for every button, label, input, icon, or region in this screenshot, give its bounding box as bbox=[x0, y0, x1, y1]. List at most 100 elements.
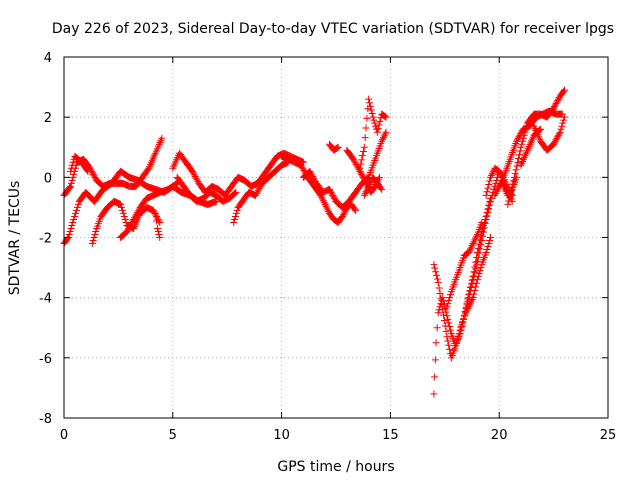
data-point bbox=[69, 173, 77, 181]
data-point bbox=[467, 280, 475, 288]
data-point bbox=[369, 113, 377, 121]
data-point bbox=[472, 265, 480, 273]
data-point bbox=[380, 132, 388, 140]
series-track16 bbox=[430, 167, 521, 398]
data-point bbox=[506, 190, 514, 198]
data-point bbox=[435, 284, 443, 292]
data-point bbox=[510, 173, 518, 181]
data-point bbox=[67, 164, 75, 172]
data-point bbox=[359, 147, 367, 155]
data-point bbox=[376, 173, 384, 181]
data-point bbox=[232, 188, 240, 196]
series-track9 bbox=[230, 158, 292, 226]
data-point bbox=[521, 128, 529, 136]
data-point bbox=[328, 190, 336, 198]
data-point bbox=[123, 227, 131, 235]
data-point bbox=[486, 173, 494, 181]
data-point bbox=[69, 218, 77, 226]
data-point bbox=[375, 121, 383, 129]
y-tick-label: 4 bbox=[44, 51, 52, 66]
data-point bbox=[445, 341, 453, 349]
data-point bbox=[493, 188, 501, 196]
data-point bbox=[380, 112, 388, 120]
x-axis-label: GPS time / hours bbox=[277, 459, 394, 475]
data-point bbox=[470, 238, 478, 246]
data-point bbox=[158, 134, 166, 142]
series-track15 bbox=[360, 173, 386, 199]
data-point bbox=[520, 131, 528, 139]
x-tick-label: 15 bbox=[382, 428, 399, 443]
data-point bbox=[358, 170, 366, 178]
series-track12 bbox=[325, 140, 342, 154]
data-point bbox=[439, 294, 447, 302]
data-point bbox=[469, 240, 477, 248]
y-tick-label: 2 bbox=[44, 111, 52, 126]
data-point bbox=[554, 95, 562, 103]
data-point bbox=[360, 175, 368, 183]
data-point bbox=[472, 234, 480, 242]
data-point bbox=[517, 130, 525, 138]
data-point bbox=[381, 113, 389, 121]
data-point bbox=[322, 202, 330, 210]
data-point bbox=[488, 170, 496, 178]
series-track5 bbox=[67, 152, 92, 175]
data-point bbox=[366, 179, 374, 187]
data-point bbox=[475, 249, 483, 257]
data-point bbox=[359, 152, 367, 160]
data-point bbox=[551, 137, 559, 145]
data-point bbox=[230, 190, 238, 198]
data-point bbox=[352, 206, 360, 214]
data-point bbox=[442, 327, 450, 335]
data-point bbox=[466, 287, 474, 295]
data-point bbox=[363, 114, 371, 122]
data-point bbox=[381, 130, 389, 138]
data-point bbox=[553, 134, 561, 142]
data-point bbox=[464, 295, 472, 303]
data-point bbox=[84, 167, 92, 175]
data-point bbox=[468, 295, 476, 303]
data-point bbox=[434, 309, 442, 317]
data-point bbox=[88, 240, 96, 248]
data-point bbox=[560, 86, 568, 94]
data-point bbox=[559, 119, 567, 127]
data-point bbox=[462, 303, 470, 311]
series-track14 bbox=[356, 95, 390, 172]
data-point bbox=[483, 188, 491, 196]
data-point bbox=[126, 223, 134, 231]
data-point bbox=[470, 268, 478, 276]
data-point bbox=[231, 215, 239, 223]
data-point bbox=[494, 184, 502, 192]
axis-ticks: 0 5 10 15 20 25 -8 -6 -4 -2 0 2 4 bbox=[39, 51, 616, 443]
data-point bbox=[560, 116, 568, 124]
data-point bbox=[127, 220, 135, 228]
data-point bbox=[153, 214, 161, 222]
data-point bbox=[129, 217, 137, 225]
data-point bbox=[329, 191, 337, 199]
data-point bbox=[83, 166, 91, 174]
data-point bbox=[471, 286, 479, 294]
data-point bbox=[474, 244, 482, 252]
series-track7 bbox=[169, 149, 307, 199]
data-point bbox=[376, 117, 384, 125]
data-point bbox=[519, 137, 527, 145]
data-point bbox=[72, 206, 80, 214]
data-point bbox=[459, 319, 467, 327]
data-point bbox=[363, 186, 371, 194]
series-track4 bbox=[117, 179, 181, 241]
data-point bbox=[358, 172, 366, 180]
data-point bbox=[125, 224, 133, 232]
data-point bbox=[453, 336, 461, 344]
data-point bbox=[486, 198, 494, 206]
data-point bbox=[452, 342, 460, 350]
data-point bbox=[70, 215, 78, 223]
x-tick-label: 20 bbox=[491, 428, 508, 443]
data-point bbox=[325, 208, 333, 216]
data-point bbox=[469, 294, 477, 302]
data-point bbox=[332, 144, 340, 152]
series-track8 bbox=[173, 173, 240, 205]
series-track21 bbox=[491, 176, 516, 199]
y-tick-label: -2 bbox=[39, 232, 52, 247]
data-point bbox=[377, 184, 385, 192]
data-point bbox=[473, 258, 481, 266]
data-point bbox=[90, 234, 98, 241]
